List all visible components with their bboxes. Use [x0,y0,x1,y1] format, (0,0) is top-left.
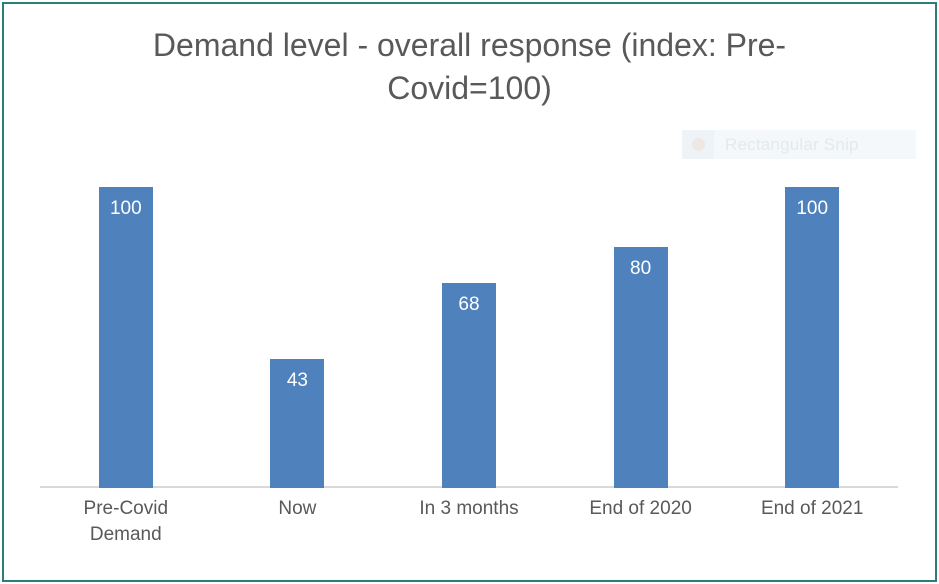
chart-title: Demand level - overall response (index: … [152,27,787,106]
record-circle-icon [682,130,714,159]
bar-value-label: 100 [796,198,829,219]
bar: 43 [270,359,325,488]
bar-value-label: 100 [109,198,142,219]
bar: 68 [442,283,496,488]
category-label: End of 2021 [760,498,864,519]
bar: 80 [613,247,668,488]
bar: 100 [785,187,840,488]
snip-toast: Rectangular Snip [682,130,916,159]
category-label: Now [278,498,317,519]
bar-value-label: 43 [286,370,308,391]
bar-value-label: 80 [630,258,652,279]
bar-value-label: 68 [458,294,480,315]
category-label: Pre-Covid Demand [83,498,169,545]
category-label: In 3 months [419,498,519,519]
snip-toast-label: Rectangular Snip [725,134,859,154]
bar: 100 [98,187,153,488]
category-label: End of 2020 [589,498,692,519]
